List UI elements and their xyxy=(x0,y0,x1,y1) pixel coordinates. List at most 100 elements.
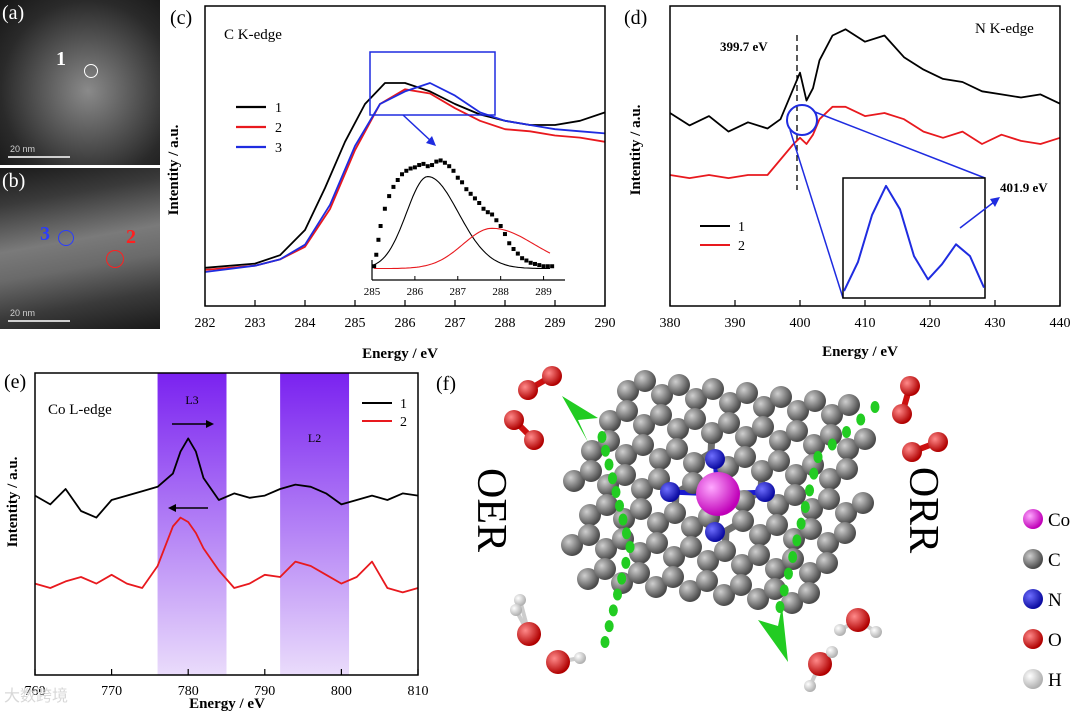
chart-e-band-L3 xyxy=(157,373,227,675)
carbon-atom xyxy=(767,494,789,516)
carbon-atom xyxy=(817,532,839,554)
carbon-atom xyxy=(617,380,639,402)
chart-c-inset-dot xyxy=(550,264,555,269)
carbon-atom xyxy=(752,416,774,438)
chart-c-inset-dot xyxy=(541,264,546,269)
carbon-atom xyxy=(852,492,874,514)
chart-d-zoom-line-1 xyxy=(789,129,844,299)
chart-c-inset-dot xyxy=(451,168,456,173)
chart-c-legend-label-3: 3 xyxy=(275,141,282,156)
oer-path-dot xyxy=(600,636,610,648)
chart-e-band-label-L3: L3 xyxy=(185,393,198,407)
carbon-atom xyxy=(821,404,843,426)
o2-molecule-oxygen xyxy=(504,410,524,430)
chart-c-inset-dot xyxy=(412,165,417,170)
chart-c-inset-dot xyxy=(438,158,443,163)
carbon-atom xyxy=(664,502,686,524)
carbon-atom xyxy=(633,414,655,436)
marker-1-label: 1 xyxy=(56,48,66,70)
chart-e-xtick-label: 770 xyxy=(101,684,122,699)
chart-c-xlabel: Energy / eV xyxy=(362,346,438,362)
carbon-atom xyxy=(697,550,719,572)
nitrogen-atom xyxy=(660,482,680,502)
chart-c-inset-xtick-label: 285 xyxy=(364,286,381,298)
chart-d-inset-arrow xyxy=(959,201,995,229)
chart-c-inset-dot xyxy=(477,201,482,205)
orr-path-dot xyxy=(809,467,819,480)
chart-c-inset-xtick-label: 288 xyxy=(492,286,509,298)
chart-e-arrowhead-left xyxy=(168,504,176,512)
chart-c-title: C K-edge xyxy=(224,27,282,43)
carbon-atom xyxy=(632,434,654,456)
scale-text: 20 nm xyxy=(10,308,36,318)
chart-c-inset-dot xyxy=(490,212,495,217)
orr-path-dot xyxy=(796,517,806,530)
chart-d-xtick-label: 440 xyxy=(1050,316,1071,331)
legend-atom-c xyxy=(1023,549,1043,569)
carbon-atom xyxy=(594,558,616,580)
chart-c-inset-dot xyxy=(528,260,533,265)
cobalt-atom xyxy=(696,472,740,516)
carbon-atom xyxy=(668,374,690,396)
h2o-molecule-hydrogen xyxy=(834,624,846,636)
carbon-atom xyxy=(799,562,821,584)
orr-path-dot xyxy=(827,438,837,451)
h2o-molecule-hydrogen xyxy=(870,626,882,638)
carbon-atom xyxy=(768,450,790,472)
chart-d-title: N K-edge xyxy=(975,21,1034,37)
carbon-atom xyxy=(684,408,706,430)
chart-c-inset-dot xyxy=(464,187,469,192)
chart-c-inset-peak-286 xyxy=(373,176,550,270)
o2-molecule-oxygen xyxy=(542,366,562,386)
chart-d-xtick-label: 420 xyxy=(920,316,941,331)
chart-c-inset-dot xyxy=(425,164,430,169)
carbon-atom xyxy=(649,448,671,470)
chart-c-zoom-arrowhead xyxy=(426,136,436,146)
legend-atom-o xyxy=(1023,629,1043,649)
chart-c-inset-dot xyxy=(376,237,381,242)
o2-molecule-oxygen xyxy=(900,376,920,396)
carbon-atom xyxy=(628,562,650,584)
chart-e-series-1 xyxy=(34,437,419,519)
legend-label-co: Co xyxy=(1048,510,1070,531)
legend-label-o: O xyxy=(1048,630,1062,651)
legend-atom-h xyxy=(1023,669,1043,689)
chart-e-xtick-label: 760 xyxy=(25,684,46,699)
chart-c-frame xyxy=(204,5,606,307)
chart-c-inset-dot xyxy=(400,172,405,177)
carbon-atom xyxy=(578,524,600,546)
panel-label-a: (a) xyxy=(2,2,25,24)
chart-d-panel-label: (d) xyxy=(624,7,647,29)
graphene-sheet xyxy=(561,370,876,614)
oer-label: OER xyxy=(468,468,514,552)
chart-c-inset-dot xyxy=(421,161,426,166)
oer-path-dot xyxy=(613,588,622,601)
carbon-atom xyxy=(634,370,656,392)
chart-c-inset-dot xyxy=(511,247,516,251)
chart-c-series-3 xyxy=(204,82,606,273)
carbon-atom xyxy=(838,394,860,416)
carbon-atom xyxy=(714,540,736,562)
carbon-atom xyxy=(798,582,820,604)
chart-c-inset-dot xyxy=(434,159,439,164)
chart-c-xtick-label: 290 xyxy=(595,316,616,331)
o2-molecule-oxygen xyxy=(928,432,948,452)
legend-label-n: N xyxy=(1048,590,1062,611)
chart-c-inset-dot xyxy=(481,206,486,211)
chart-c-inset-xtick-label: 287 xyxy=(450,286,467,298)
o2-molecule-oxygen xyxy=(524,430,544,450)
carbon-atom xyxy=(764,578,786,600)
h2o-molecule-hydrogen xyxy=(574,652,586,664)
carbon-atom xyxy=(769,430,791,452)
chart-c-inset-dot xyxy=(455,175,460,180)
chart-e-title: Co L-edge xyxy=(48,402,112,418)
chart-e-legend-label-2: 2 xyxy=(400,415,407,430)
o2-molecule-oxygen xyxy=(892,404,912,424)
carbon-atom xyxy=(751,460,773,482)
carbon-atom xyxy=(666,438,688,460)
carbon-atom xyxy=(837,438,859,460)
chart-e-frame xyxy=(34,372,419,676)
chart-c-inset-dot xyxy=(507,241,512,246)
carbon-atom xyxy=(781,592,803,614)
